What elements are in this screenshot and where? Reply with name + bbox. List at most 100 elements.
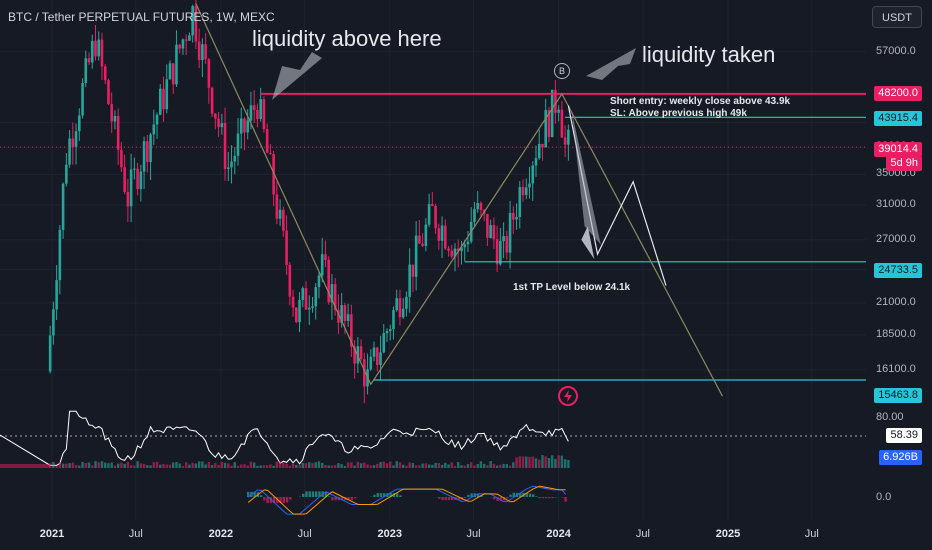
volume-bar — [104, 462, 107, 468]
candle-body — [492, 225, 496, 240]
macd-histogram-bar — [548, 497, 551, 499]
candle-body — [450, 250, 454, 257]
volume-bar — [301, 462, 304, 468]
candle-body — [243, 118, 246, 133]
candle-body — [239, 118, 243, 134]
volume-bar — [340, 464, 343, 468]
volume-bar — [356, 461, 360, 468]
candle-body — [473, 209, 476, 222]
horizontal-levels — [0, 92, 866, 381]
macd-histogram-bar — [519, 492, 522, 497]
marker-b[interactable]: B — [554, 63, 570, 79]
volume-bar — [133, 465, 136, 468]
volume-bar — [531, 456, 534, 468]
candle-body — [171, 63, 175, 85]
projection-arrowhead — [581, 226, 595, 260]
candle-body — [262, 99, 266, 130]
volume-bar — [113, 465, 117, 468]
candle-body — [165, 79, 169, 110]
volume-bar — [87, 462, 91, 468]
candle-body — [453, 248, 457, 257]
macd-histogram-bar — [480, 495, 483, 497]
candle-body — [155, 114, 159, 125]
rsi-tick-80: 80.00 — [876, 411, 904, 423]
candle-body — [256, 109, 259, 119]
volume-bar — [139, 463, 143, 468]
symbol-title[interactable]: BTC / Tether PERPETUAL FUTURES, 1W, MEXC — [8, 10, 275, 24]
candle-body — [567, 129, 570, 145]
candle-body — [162, 88, 165, 110]
volume-value-label: 6.926B — [879, 450, 922, 465]
macd-histogram-bar — [509, 494, 512, 497]
volume-bar — [308, 462, 311, 468]
volume-bar — [385, 463, 389, 468]
candle-body — [175, 44, 178, 85]
x-tick-label: 2023 — [377, 528, 403, 540]
volume-bar — [236, 465, 240, 468]
candle-body — [90, 40, 94, 63]
volume-bar — [165, 464, 168, 468]
volume-bar — [178, 463, 181, 468]
volume-bar — [78, 465, 81, 468]
candle-body — [181, 39, 185, 49]
candle-body — [440, 225, 444, 241]
annotation-short-entry[interactable]: Short entry: weekly close above 43.9k — [610, 96, 791, 107]
candle-body — [133, 168, 136, 170]
volume-bar — [152, 462, 155, 468]
annotation-liquidity-taken[interactable]: liquidity taken — [642, 42, 776, 67]
macd-histogram-bar — [282, 497, 286, 504]
volume-bar — [175, 462, 178, 468]
volume-bar — [492, 463, 496, 468]
x-tick-label: 2025 — [715, 528, 741, 540]
volume-bar — [321, 462, 324, 468]
macd-histogram-bar — [279, 497, 282, 504]
annotation-liquidity-above[interactable]: liquidity above here — [252, 26, 442, 51]
price-candles — [48, 0, 570, 404]
volume-bar — [343, 465, 347, 468]
candle-body — [512, 212, 515, 220]
macd-histogram-bar — [499, 497, 503, 501]
macd-histogram-bar — [373, 494, 376, 497]
flash-icon[interactable] — [558, 386, 578, 406]
macd-histogram-bar — [561, 497, 564, 498]
rsi-value-label: 58.39 — [886, 428, 922, 443]
macd-histogram-bar — [399, 495, 402, 497]
candle-body — [136, 168, 139, 190]
candle-body — [120, 149, 123, 168]
candle-body — [521, 187, 525, 196]
volume-bar — [81, 462, 84, 468]
candle-body — [375, 347, 379, 365]
candle-body — [479, 203, 483, 211]
volume-bar — [58, 461, 62, 468]
candle-body — [499, 241, 502, 265]
candle-body — [214, 113, 217, 119]
macd-histogram-bar — [340, 497, 344, 501]
macd-histogram-bar — [395, 493, 399, 497]
volume-bar — [191, 462, 194, 468]
volume-bar — [217, 464, 220, 468]
volume-bar — [330, 465, 334, 468]
candle-body — [61, 183, 65, 230]
volume-bar — [525, 456, 528, 468]
macd-indicator — [246, 485, 567, 515]
currency-button[interactable]: USDT — [872, 6, 922, 28]
volume-bar — [168, 464, 172, 468]
macd-histogram-bar — [496, 497, 499, 501]
volume-bar — [210, 465, 214, 468]
annotation-stop-loss[interactable]: SL: Above previous high 49k — [610, 108, 747, 119]
volume-bar — [554, 458, 557, 468]
volume-bar — [223, 462, 227, 468]
macd-histogram-bar — [347, 497, 350, 501]
macd-histogram-bar — [302, 493, 305, 497]
volume-bar — [52, 462, 55, 468]
candle-body — [103, 66, 107, 81]
candle-body — [531, 165, 535, 184]
candle-body — [353, 346, 356, 364]
volume-bar — [538, 459, 541, 468]
macd-histogram-bar — [535, 496, 538, 497]
volume-bar — [363, 462, 366, 468]
macd-histogram-bar — [541, 497, 545, 499]
annotation-tp-level[interactable]: 1st TP Level below 24.1k — [513, 282, 631, 293]
volume-bar — [146, 465, 149, 468]
